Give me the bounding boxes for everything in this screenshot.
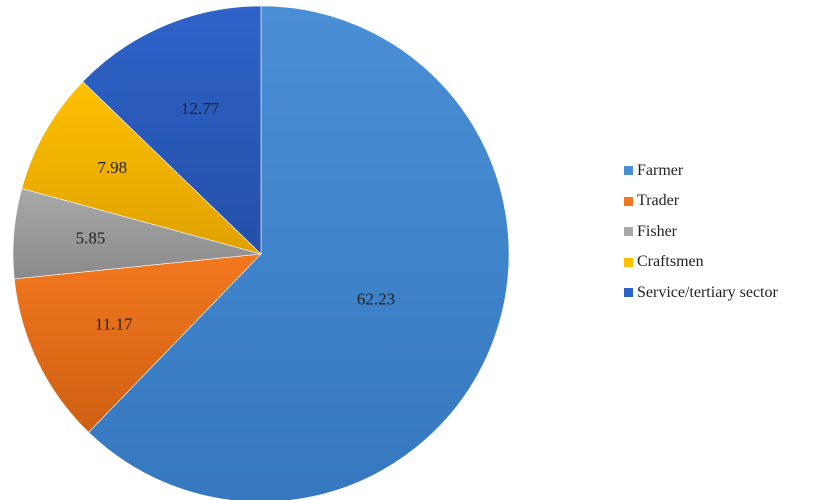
legend-item-craftsmen: Craftsmen bbox=[624, 252, 778, 273]
legend-swatch-trader bbox=[624, 196, 633, 206]
pie-slice-craftsmen bbox=[21, 81, 262, 255]
legend-label-craftsmen: Craftsmen bbox=[637, 253, 704, 270]
pie-slice-service-tertiary-sector bbox=[82, 5, 262, 255]
data-label-craftsmen: 7.98 bbox=[97, 158, 127, 177]
pie-slice-farmer bbox=[88, 5, 510, 500]
legend-swatch-farmer bbox=[624, 166, 633, 175]
legend-label-fisher: Fisher bbox=[637, 222, 677, 240]
legend: Farmer Trader Fisher Craftsmen Service/t… bbox=[624, 160, 778, 313]
legend-swatch-craftsmen bbox=[624, 257, 633, 267]
pie-slice-labels: 62.23 11.17 5.85 7.98 12.77 bbox=[76, 99, 396, 333]
legend-item-fisher: Fisher bbox=[624, 221, 778, 242]
legend-item-farmer: Farmer bbox=[624, 160, 778, 181]
data-label-trader: 11.17 bbox=[95, 314, 133, 333]
legend-swatch-service-tertiary-sector bbox=[624, 288, 633, 297]
data-label-service-tertiary-sector: 12.77 bbox=[181, 99, 220, 118]
pie-slice-trader bbox=[13, 253, 262, 433]
legend-item-trader: Trader bbox=[624, 191, 778, 212]
legend-label-service-tertiary-sector: Service/tertiary sector bbox=[637, 283, 778, 301]
legend-item-service-tertiary-sector: Service/tertiary sector bbox=[624, 282, 778, 303]
legend-label-farmer: Farmer bbox=[637, 161, 684, 179]
legend-label-trader: Trader bbox=[637, 192, 680, 209]
data-label-farmer: 62.23 bbox=[357, 289, 395, 308]
data-label-fisher: 5.85 bbox=[76, 229, 106, 248]
legend-swatch-fisher bbox=[624, 227, 633, 236]
pie-slices bbox=[12, 5, 510, 500]
